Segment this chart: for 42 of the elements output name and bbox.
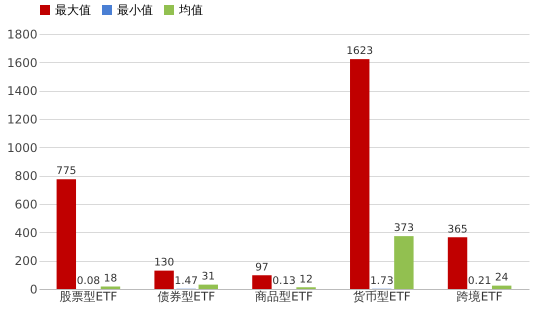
data-label: 12 — [299, 273, 313, 286]
x-tick-label: 跨境ETF — [456, 290, 503, 304]
y-tick-label: 600 — [14, 198, 38, 212]
x-tick-label: 商品型ETF — [255, 290, 313, 304]
bar — [448, 237, 468, 289]
bar — [350, 59, 370, 289]
y-tick-label: 800 — [14, 169, 38, 184]
data-label: 1.47 — [174, 274, 198, 287]
data-label: 18 — [104, 272, 118, 284]
y-tick-label: 1800 — [6, 28, 38, 42]
y-tick-label: 400 — [14, 226, 38, 240]
x-tick-label: 债券型ETF — [157, 290, 216, 304]
legend-label: 均值 — [178, 3, 203, 17]
data-label: 31 — [202, 270, 215, 283]
y-tick-label: 1600 — [6, 56, 38, 70]
data-label: 1623 — [346, 45, 374, 58]
bar — [100, 286, 120, 289]
data-label: 365 — [448, 223, 468, 236]
data-label: 130 — [154, 256, 174, 269]
legend-label: 最小值 — [117, 3, 153, 17]
y-tick-label: 200 — [14, 254, 38, 268]
y-tick-label: 1000 — [6, 140, 38, 155]
data-label: 97 — [255, 261, 269, 274]
bar — [252, 275, 272, 289]
x-tick-label: 股票型ETF — [59, 290, 118, 304]
x-tick-label: 货币型ETF — [352, 290, 411, 304]
data-label: 24 — [494, 272, 509, 284]
data-label: 775 — [56, 165, 76, 178]
bar — [394, 236, 414, 289]
data-label: 0.13 — [272, 274, 296, 287]
bar — [154, 270, 174, 289]
data-label: 1.73 — [370, 274, 394, 287]
y-tick-label: 0 — [30, 282, 38, 296]
y-tick-label: 1400 — [6, 84, 38, 98]
legend-label: 最大值 — [55, 3, 91, 17]
bar — [492, 286, 512, 289]
data-label: 0.21 — [468, 274, 492, 287]
data-label: 0.08 — [76, 274, 100, 287]
y-tick-label: 1200 — [6, 112, 38, 126]
data-label: 373 — [394, 222, 414, 234]
bar — [198, 284, 218, 289]
bar — [56, 179, 76, 289]
